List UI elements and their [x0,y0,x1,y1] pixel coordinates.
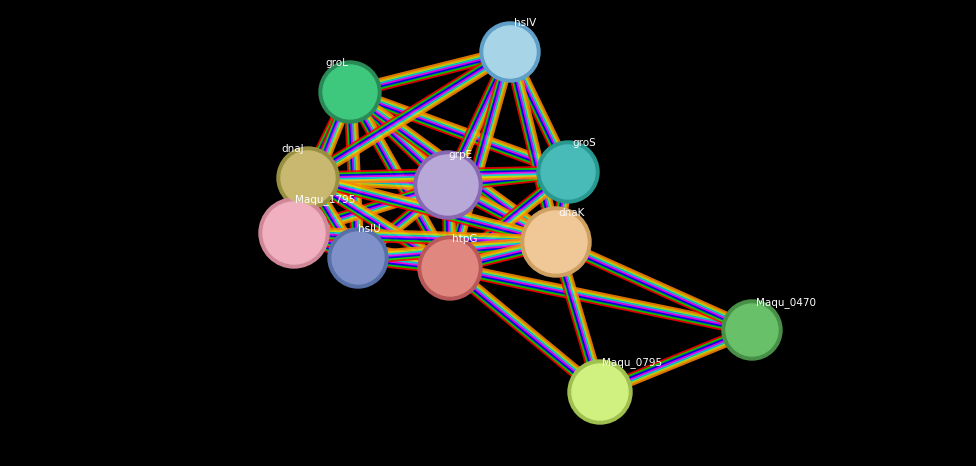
Circle shape [418,155,478,215]
Text: grpE: grpE [448,150,472,160]
Circle shape [259,198,329,268]
Circle shape [537,141,599,203]
Text: Maqu_0470: Maqu_0470 [756,297,816,308]
Text: htpG: htpG [452,234,477,244]
Circle shape [418,236,482,300]
Circle shape [480,22,540,82]
Text: dnaK: dnaK [558,208,585,218]
Circle shape [422,240,478,296]
Circle shape [572,364,628,420]
Circle shape [414,151,482,219]
Circle shape [541,145,595,199]
Text: groS: groS [572,138,595,148]
Circle shape [277,147,339,209]
Circle shape [281,151,335,205]
Circle shape [332,232,384,284]
Circle shape [263,202,325,264]
Text: hslV: hslV [514,18,536,28]
Text: Maqu_1795: Maqu_1795 [295,194,355,205]
Circle shape [323,65,377,119]
Circle shape [525,211,587,273]
Circle shape [521,207,591,277]
Circle shape [726,304,778,356]
Circle shape [722,300,782,360]
Text: dnaJ: dnaJ [281,144,304,154]
Text: groL: groL [325,58,348,68]
Circle shape [319,61,381,123]
Circle shape [568,360,632,424]
Text: Maqu_0795: Maqu_0795 [602,357,662,368]
Text: hslU: hslU [358,224,381,234]
Circle shape [484,26,536,78]
Circle shape [328,228,388,288]
